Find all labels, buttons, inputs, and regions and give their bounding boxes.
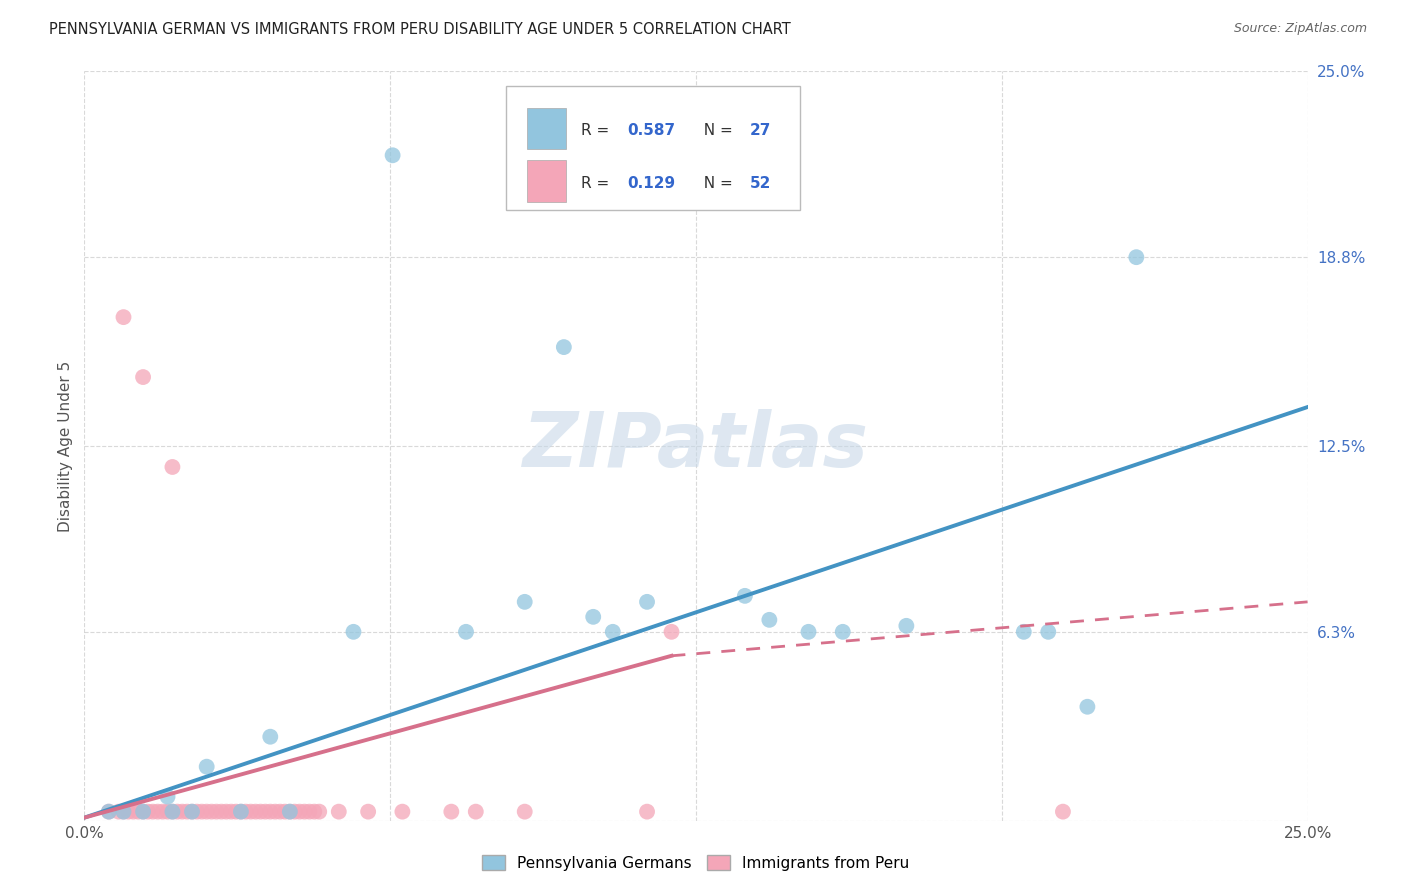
Point [636,595,658,609]
Point [136,805,159,819]
Point [513,805,536,819]
Point [191,805,214,819]
Point [264,805,287,819]
Point [1038,624,1060,639]
Point [1076,699,1098,714]
Text: PENNSYLVANIA GERMAN VS IMMIGRANTS FROM PERU DISABILITY AGE UNDER 5 CORRELATION C: PENNSYLVANIA GERMAN VS IMMIGRANTS FROM P… [49,22,792,37]
Point [156,805,179,819]
Point [288,805,311,819]
Point [200,805,222,819]
Text: R =: R = [581,176,614,191]
Text: 0.129: 0.129 [627,176,676,191]
Point [278,805,301,819]
Point [186,805,208,819]
Point [249,805,271,819]
Point [1012,624,1035,639]
Point [172,805,194,819]
Point [239,805,262,819]
Point [162,460,184,475]
Bar [527,108,567,149]
Point [117,805,139,819]
Y-axis label: Disability Age Under 5: Disability Age Under 5 [58,360,73,532]
Point [112,310,135,325]
Point [205,805,228,819]
Point [229,805,252,819]
Point [245,805,267,819]
Point [391,805,413,819]
Point [127,805,149,819]
Text: Source: ZipAtlas.com: Source: ZipAtlas.com [1233,22,1367,36]
Text: N =: N = [693,176,737,191]
Point [215,805,238,819]
Point [274,805,297,819]
Point [328,805,350,819]
Point [195,805,218,819]
Text: 0.587: 0.587 [627,123,676,138]
Point [269,805,291,819]
Point [602,624,624,639]
Point [454,624,477,639]
Point [181,805,204,819]
Point [235,805,257,819]
Point [797,624,820,639]
Point [342,624,364,639]
Point [219,805,242,819]
Point [162,805,184,819]
Point [298,805,321,819]
Point [440,805,463,819]
Point [152,805,174,819]
Point [278,805,301,819]
Point [97,805,120,819]
Point [132,805,155,819]
Point [132,370,155,384]
Point [97,805,120,819]
Point [831,624,853,639]
Point [259,730,281,744]
Point [294,805,316,819]
Point [661,624,683,639]
Text: N =: N = [693,123,737,138]
Point [464,805,486,819]
Legend: Pennsylvania Germans, Immigrants from Peru: Pennsylvania Germans, Immigrants from Pe… [477,849,915,877]
Point [308,805,330,819]
Point [195,760,218,774]
Point [162,805,184,819]
Point [142,805,165,819]
FancyBboxPatch shape [506,87,800,210]
Point [132,805,155,819]
Point [381,148,404,162]
Point [513,595,536,609]
Point [156,789,179,804]
Point [229,805,252,819]
Point [734,589,756,603]
Point [225,805,247,819]
Point [284,805,307,819]
Point [112,805,135,819]
Point [209,805,232,819]
Text: ZIPatlas: ZIPatlas [523,409,869,483]
Point [304,805,326,819]
Text: 52: 52 [749,176,770,191]
Bar [527,161,567,202]
Point [582,610,605,624]
Point [176,805,198,819]
Point [107,805,129,819]
Point [259,805,281,819]
Point [758,613,780,627]
Point [1052,805,1074,819]
Point [896,619,918,633]
Point [553,340,575,354]
Point [254,805,277,819]
Point [1125,250,1147,264]
Point [146,805,169,819]
Point [181,805,204,819]
Text: 27: 27 [749,123,770,138]
Point [166,805,188,819]
Text: R =: R = [581,123,614,138]
Point [112,805,135,819]
Point [122,805,145,819]
Point [636,805,658,819]
Point [357,805,380,819]
